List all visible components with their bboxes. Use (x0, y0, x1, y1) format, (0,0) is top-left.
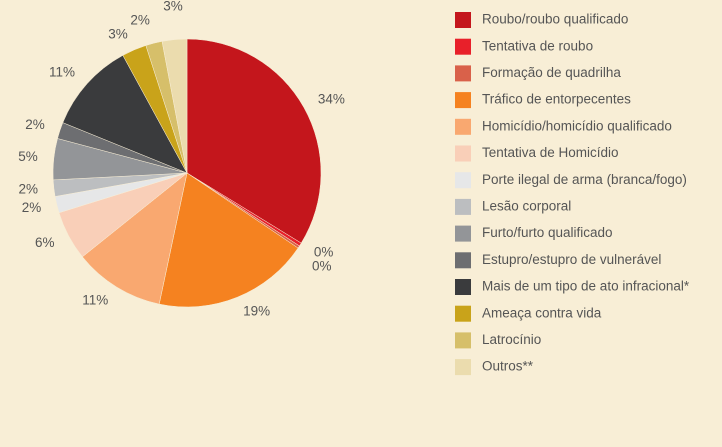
slice-label: 6% (35, 235, 55, 250)
slice-label: 3% (108, 27, 128, 42)
legend-label: Estupro/estupro de vulnerável (482, 252, 661, 267)
slice-label: 34% (318, 91, 345, 106)
legend-label: Tentativa de roubo (482, 38, 593, 53)
pie-slice (158, 172, 299, 308)
legend-swatch (455, 12, 471, 28)
legend-label: Roubo/roubo qualificado (482, 12, 628, 27)
pie-slice (82, 172, 188, 305)
slice-label: 2% (25, 117, 45, 132)
legend-swatch (455, 172, 471, 189)
legend-swatch (455, 65, 471, 82)
slice-label: 5% (18, 149, 38, 164)
legend-swatch (455, 118, 471, 135)
pie-slice (161, 38, 188, 174)
slice-label: 2% (130, 13, 150, 28)
legend-label: Mais de um tipo de ato infracional* (482, 279, 690, 294)
slice-label: 3% (163, 0, 183, 14)
slice-label: 19% (243, 304, 270, 319)
slice-label: 11% (82, 292, 108, 307)
legend-swatch (455, 305, 471, 322)
legend-label: Outros** (482, 359, 534, 374)
slice-label: 0% (312, 259, 332, 274)
legend-label: Lesão corporal (482, 198, 571, 213)
legend-swatch (455, 225, 471, 242)
legend-swatch (455, 332, 471, 349)
legend-swatch (455, 145, 471, 162)
legend-label: Formação de quadrilha (482, 65, 621, 80)
legend-swatch (455, 279, 471, 295)
slice-label: 2% (18, 182, 38, 197)
legend-swatch (455, 198, 471, 215)
slice-label: 2% (22, 200, 42, 215)
legend-label: Furto/furto qualificado (482, 225, 613, 240)
legend-swatch (455, 92, 471, 109)
legend-swatch (455, 38, 471, 55)
legend-label: Tentativa de Homicídio (482, 145, 619, 160)
legend-label: Ameaça contra vida (482, 305, 602, 320)
pie-slice (186, 38, 322, 244)
legend-label: Tráfico de entorpecentes (482, 92, 631, 107)
legend-label: Porte ilegal de arma (branca/fogo) (482, 172, 687, 187)
legend-label: Homicídio/homicídio qualificado (482, 118, 672, 133)
slice-label: 0% (314, 245, 334, 260)
legend-label: Latrocínio (482, 332, 541, 347)
legend-swatch (455, 359, 471, 376)
pie-slice (62, 55, 188, 174)
slice-label: 11% (49, 65, 75, 80)
legend-swatch (455, 252, 471, 269)
